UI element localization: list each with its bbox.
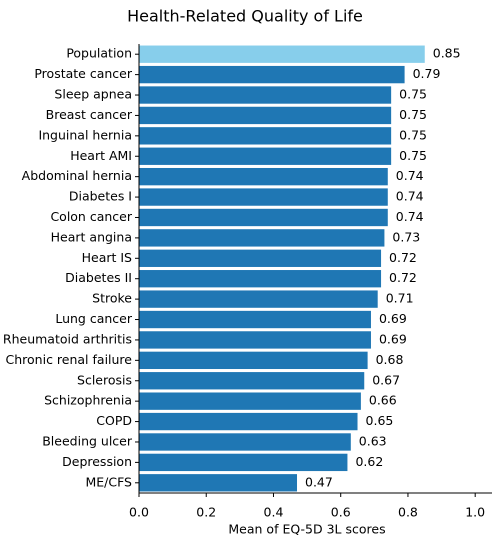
- y-tick-label: Bleeding ulcer: [42, 433, 133, 448]
- bar: [139, 229, 385, 247]
- value-label: 0.74: [396, 189, 424, 204]
- y-tick-label: Abdominal hernia: [22, 168, 132, 183]
- bar: [139, 208, 388, 227]
- value-label: 0.47: [305, 474, 333, 489]
- value-label: 0.73: [392, 229, 420, 244]
- value-label: 0.69: [379, 311, 407, 326]
- y-tick-label: Breast cancer: [46, 107, 133, 122]
- value-label: 0.72: [389, 250, 417, 265]
- bar: [139, 392, 361, 410]
- y-tick-label: Heart angina: [51, 229, 132, 244]
- bar: [139, 188, 388, 206]
- bar: [139, 167, 388, 186]
- bar: [139, 290, 378, 308]
- value-label: 0.65: [366, 413, 394, 428]
- y-tick-label: Diabetes I: [69, 189, 132, 204]
- bar: [139, 433, 351, 451]
- value-label: 0.71: [386, 291, 414, 306]
- bar: [139, 453, 348, 472]
- x-tick-label: 0.0: [129, 505, 149, 520]
- y-tick-label: Heart AMI: [70, 148, 132, 163]
- y-tick-label: Stroke: [92, 291, 132, 306]
- value-label: 0.63: [359, 433, 387, 448]
- y-tick-label: Sclerosis: [77, 372, 132, 387]
- y-tick-label: Inguinal hernia: [38, 127, 132, 142]
- x-tick-label: 0.4: [264, 505, 284, 520]
- bar: [139, 412, 358, 431]
- x-tick-label: 0.6: [331, 505, 351, 520]
- bar: [139, 249, 382, 267]
- y-tick-label: Rheumatoid arthritis: [3, 331, 132, 346]
- bar: [139, 331, 371, 349]
- value-label: 0.74: [396, 209, 424, 224]
- value-label: 0.75: [399, 148, 427, 163]
- bar: [139, 474, 298, 492]
- value-label: 0.62: [355, 454, 383, 469]
- y-tick-label: Lung cancer: [55, 311, 133, 326]
- bar: [139, 106, 392, 125]
- bar: [139, 351, 368, 370]
- y-tick-label: Colon cancer: [50, 209, 132, 224]
- bar: [139, 86, 392, 104]
- y-tick-label: Diabetes II: [65, 270, 132, 285]
- y-tick-label: Sleep apnea: [54, 87, 132, 102]
- bar: [139, 45, 425, 63]
- value-label: 0.79: [413, 66, 441, 81]
- value-label: 0.85: [433, 46, 461, 61]
- y-tick-label: Population: [66, 46, 132, 61]
- x-tick-label: 1.0: [465, 505, 485, 520]
- x-tick-label: 0.2: [196, 505, 216, 520]
- value-label: 0.75: [399, 107, 427, 122]
- y-tick-label: Depression: [62, 454, 132, 469]
- value-label: 0.67: [372, 372, 400, 387]
- x-tick-label: 0.8: [398, 505, 418, 520]
- bar: [139, 147, 392, 165]
- value-label: 0.75: [399, 87, 427, 102]
- value-label: 0.69: [379, 331, 407, 346]
- value-label: 0.66: [369, 393, 397, 408]
- y-tick-label: COPD: [96, 413, 132, 428]
- value-label: 0.68: [376, 352, 404, 367]
- bar: [139, 372, 365, 390]
- y-tick-label: Heart IS: [82, 250, 132, 265]
- x-axis-label: Mean of EQ-5D 3L scores: [228, 522, 385, 537]
- bar: [139, 127, 392, 145]
- y-tick-label: Schizophrenia: [44, 393, 132, 408]
- value-label: 0.75: [399, 127, 427, 142]
- value-label: 0.74: [396, 168, 424, 183]
- y-tick-label: Chronic renal failure: [6, 352, 133, 367]
- value-label: 0.72: [389, 270, 417, 285]
- chart-title: Health-Related Quality of Life: [127, 7, 363, 26]
- y-tick-label: Prostate cancer: [34, 66, 132, 81]
- bar: [139, 270, 382, 288]
- y-tick-label: ME/CFS: [85, 474, 132, 489]
- bar: [139, 65, 405, 84]
- bar: [139, 310, 371, 329]
